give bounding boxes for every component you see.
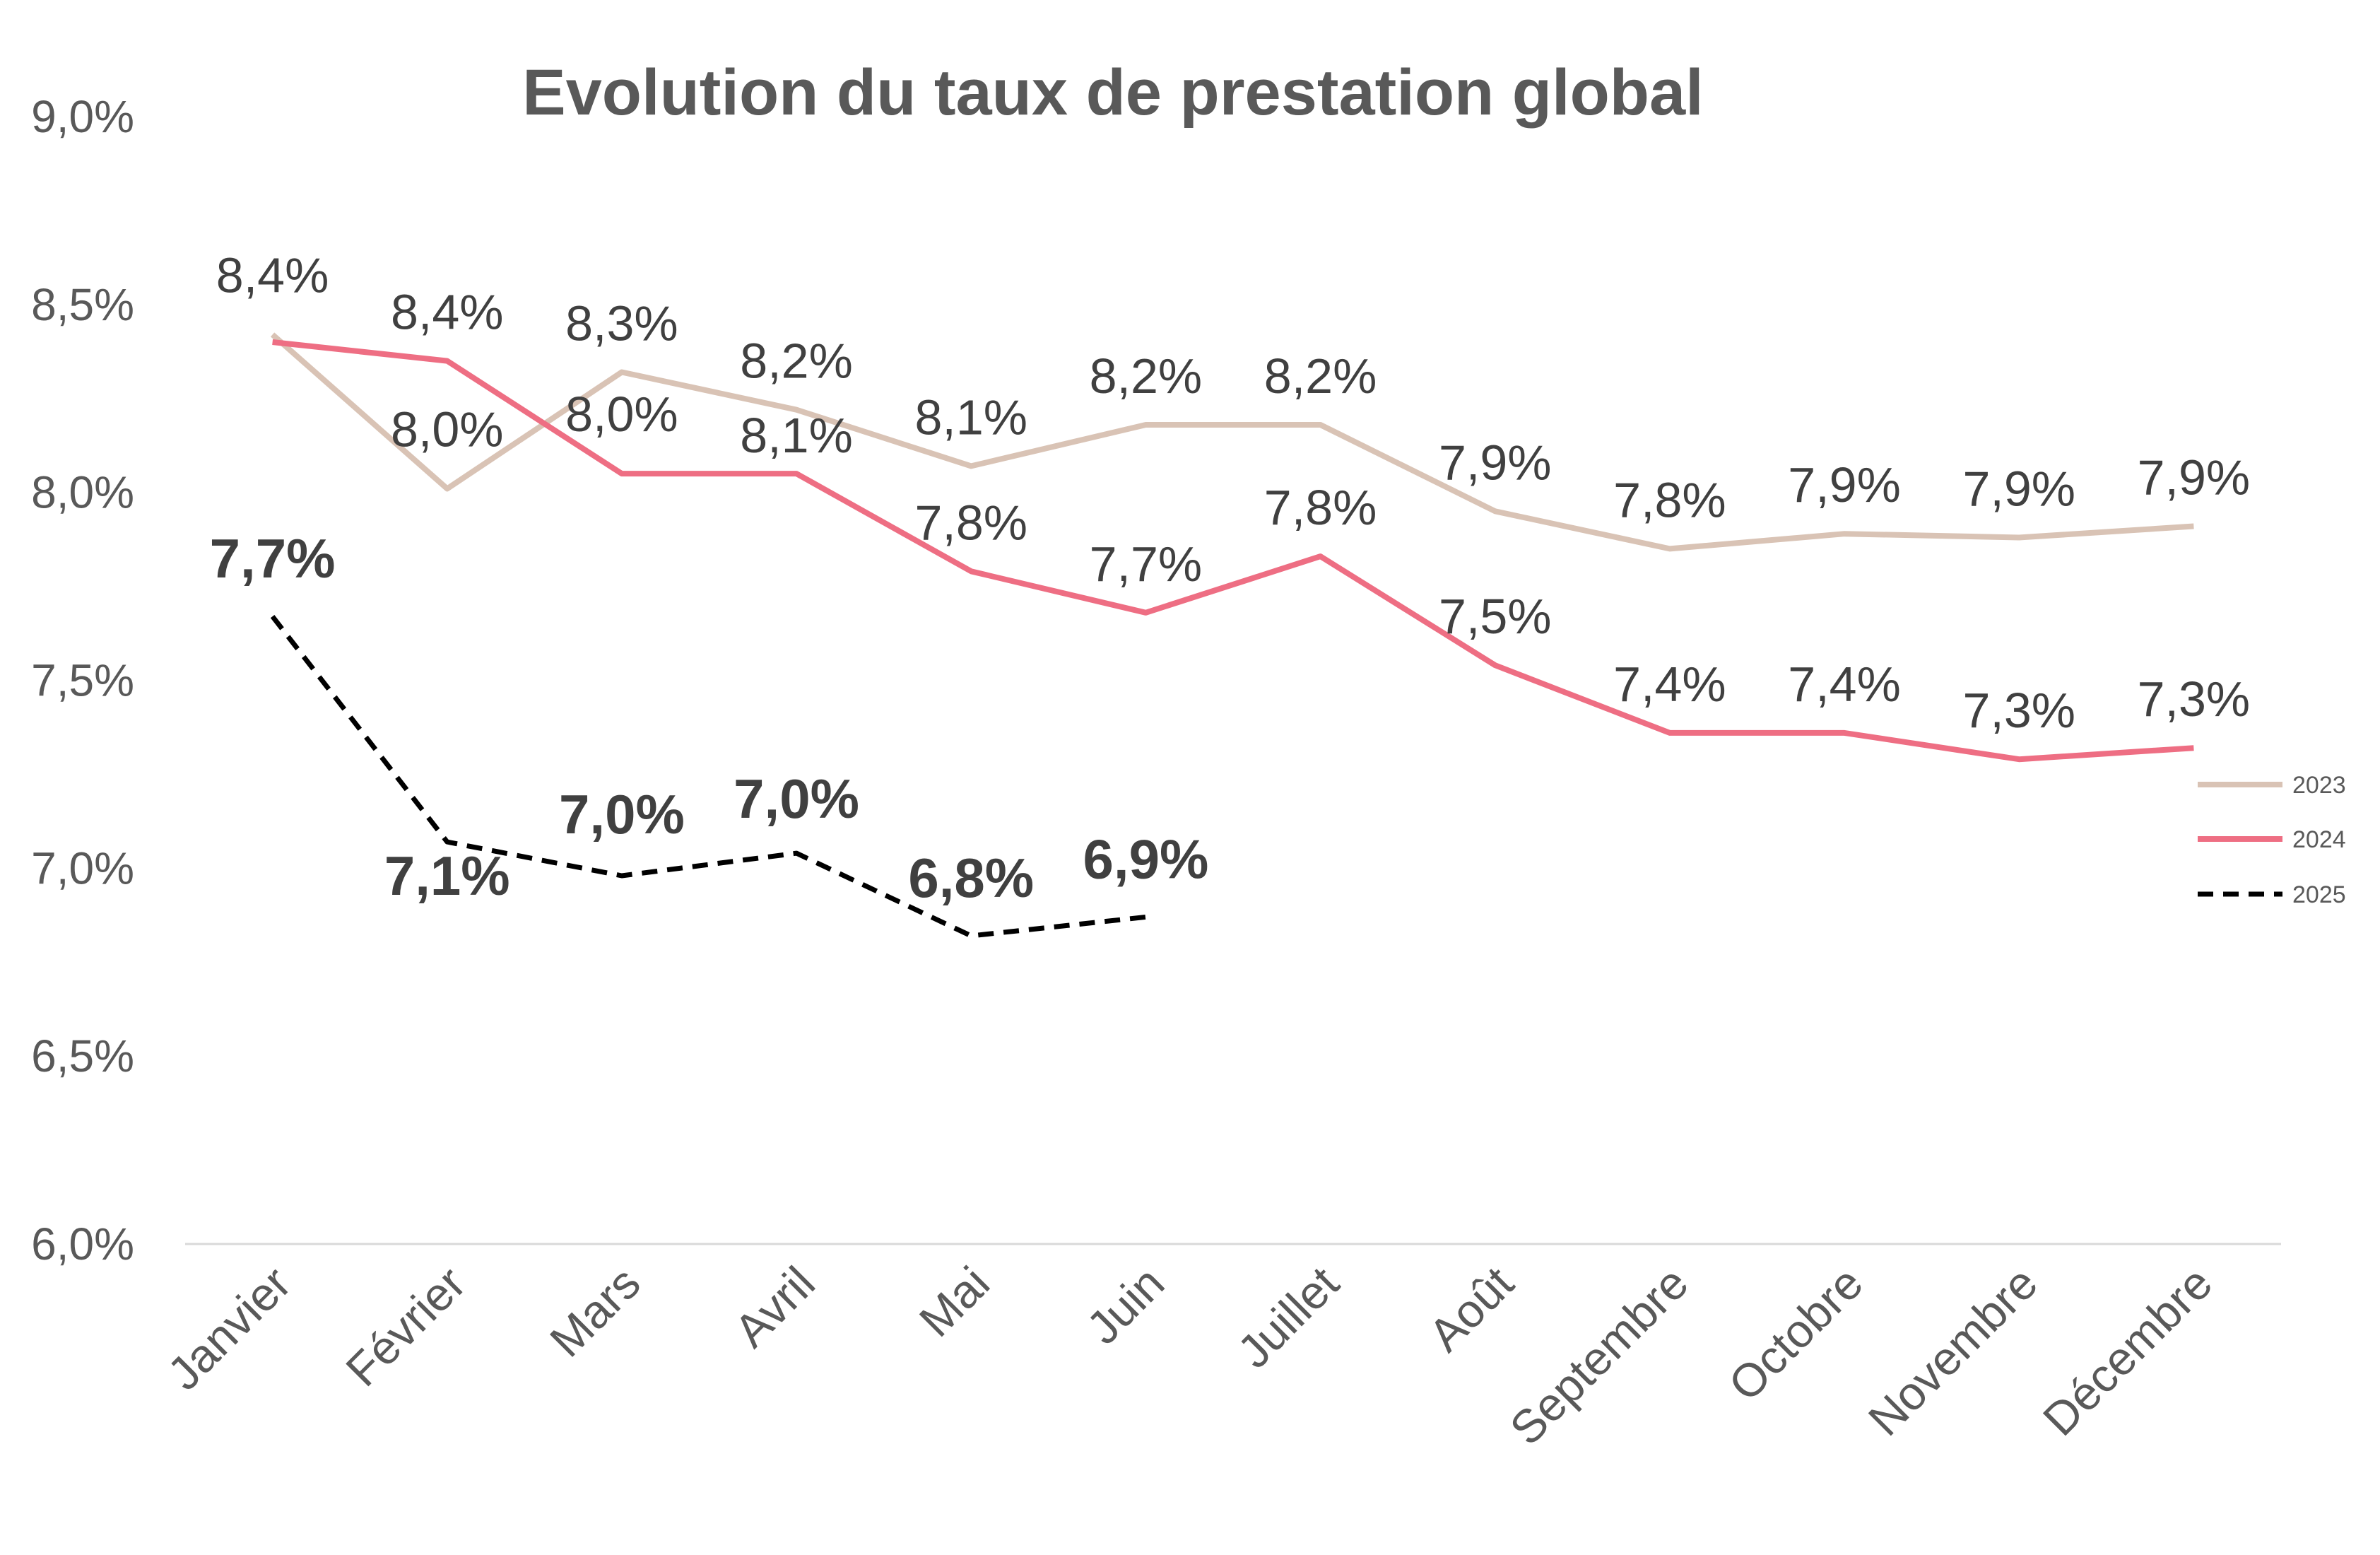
data-label-2024: 7,3% (2138, 671, 2251, 727)
data-label-2025: 7,7% (210, 527, 336, 589)
x-tick-label: Mai (909, 1257, 1000, 1347)
y-tick-label: 6,0% (31, 1219, 134, 1269)
data-label-2024: 8,4% (391, 285, 504, 340)
y-tick-label: 6,5% (31, 1031, 134, 1081)
x-tick-label: Novembre (1858, 1257, 2048, 1446)
chart-title: Evolution du taux de prestation global (522, 57, 1703, 129)
x-tick-label: Octobre (1719, 1257, 1873, 1411)
x-tick-label: Avril (724, 1257, 825, 1357)
legend: 2023 2024 2025 (2198, 772, 2346, 908)
data-label-2024: 8,0% (565, 387, 678, 442)
x-tick-label: Août (1418, 1257, 1523, 1361)
y-tick-label: 8,0% (31, 467, 134, 518)
data-label-2023: 8,2% (1090, 348, 1203, 404)
data-label-2023: 7,8% (1613, 472, 1726, 527)
data-labels: 8,4% 8,0% 8,3% 8,2% 8,1% 8,2% 8,2% 7,9% 7,8% 7,9%… (210, 247, 2251, 909)
data-label-2023: 8,1% (914, 389, 1027, 445)
data-label-2024: 7,7% (1090, 536, 1203, 592)
y-tick-label: 9,0% (31, 91, 134, 142)
data-label-2024: 7,4% (1788, 657, 1901, 712)
data-label-2024: 7,8% (1264, 480, 1377, 535)
data-label-2023: 7,9% (1962, 461, 2075, 516)
x-tick-label: Mars (540, 1257, 650, 1367)
data-label-2025: 6,8% (908, 847, 1034, 909)
x-tick-label: Décembre (2033, 1257, 2222, 1446)
data-label-2023: 8,3% (565, 296, 678, 351)
series-line-2023 (270, 332, 2194, 552)
data-label-2024: 7,5% (1439, 589, 1552, 644)
legend-label-2025: 2025 (2292, 881, 2346, 908)
data-label-2023: 8,2% (1264, 348, 1377, 404)
data-label-2023: 7,9% (1439, 435, 1552, 490)
data-label-2024: 8,1% (740, 408, 853, 463)
axes: 6,0% 6,5% 7,0% 7,5% 8,0% 8,5% 9,0% Janvier Févri… (31, 91, 2281, 1455)
x-tick-label: Septembre (1500, 1257, 1698, 1455)
data-label-2025: 7,0% (559, 783, 685, 845)
x-tick-label: Janvier (158, 1257, 301, 1400)
data-label-2025: 7,1% (384, 845, 510, 907)
data-label-2025: 6,9% (1083, 828, 1209, 890)
y-tick-label: 7,5% (31, 655, 134, 706)
y-tick-label: 7,0% (31, 843, 134, 893)
data-label-2024: 7,3% (1962, 683, 2075, 738)
legend-label-2023: 2023 (2292, 772, 2346, 799)
series-line-2025 (270, 614, 1146, 939)
data-label-2023: 7,9% (1788, 457, 1901, 512)
x-tick-label: Juillet (1227, 1257, 1349, 1378)
data-label-2024: 7,4% (1613, 657, 1726, 712)
series-lines (270, 332, 2194, 939)
data-label-2023: 8,4% (216, 247, 329, 303)
y-tick-label: 8,5% (31, 279, 134, 330)
legend-label-2024: 2024 (2292, 826, 2346, 853)
data-label-2025: 7,0% (734, 768, 859, 830)
data-label-2023: 7,9% (2138, 450, 2251, 505)
data-label-2023: 8,0% (391, 401, 504, 457)
data-label-2023: 8,2% (740, 334, 853, 389)
series-line-2024 (272, 339, 2194, 763)
x-tick-label: Juin (1076, 1257, 1174, 1354)
x-tick-label: Février (336, 1257, 476, 1397)
data-label-2024: 7,8% (914, 495, 1027, 550)
